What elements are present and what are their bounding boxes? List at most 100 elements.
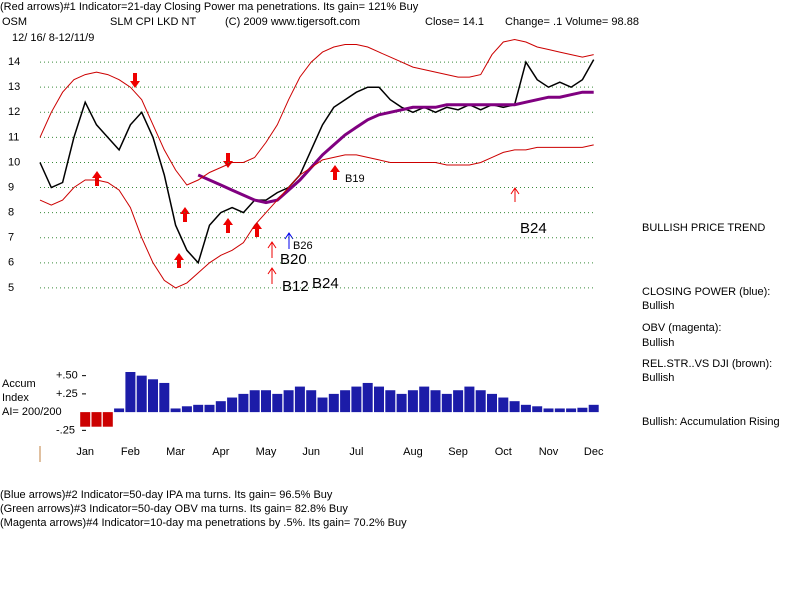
annotation: B24 [520,220,547,237]
bar [328,393,339,413]
bar [407,390,418,413]
bar [374,386,384,413]
bar [554,408,565,413]
x-tick-label: Feb [121,446,140,458]
note: (Blue arrows)#2 Indicator=50-day IPA ma … [0,489,333,501]
bar [306,390,317,413]
bar [532,406,543,413]
note: (Magenta arrows)#4 Indicator=10-day ma p… [0,517,407,529]
bar [136,375,147,413]
bar [159,382,170,413]
bar [419,386,430,413]
side-label: CLOSING POWER (blue): [642,286,770,298]
bar [170,408,181,413]
x-tick-label: Jan [76,446,94,458]
side-label: OBV (magenta): [642,322,721,334]
bar [283,390,294,413]
side-label: BULLISH PRICE TREND [642,222,765,234]
bar [362,382,373,413]
bar [204,404,215,413]
series-line [39,59,595,265]
y-tick-label: 6 [8,257,14,269]
side-label: Bullish [642,337,674,349]
side-label: Bullish [642,372,674,384]
panel-note: AI= 200/200 [2,406,62,418]
header: (Red arrows)#1 Indicator=21-day Closing … [0,1,419,13]
annotation: B19 [345,173,365,185]
series-line [39,144,594,289]
bar [181,406,192,413]
series-line [197,90,594,205]
panel-subtitle: Index [2,392,29,404]
symbol: OSM [2,16,27,28]
y-tick-label: 9 [8,181,14,193]
x-tick-label: Jun [302,446,320,458]
bar [125,372,136,413]
change: Change= .1 Volume= 98.88 [505,16,639,28]
bar [577,407,588,413]
bar [102,412,113,427]
name: SLM CPI LKD NT [110,16,196,28]
y-tick-label: 13 [8,81,20,93]
bar [543,408,554,413]
bar [520,404,531,413]
side-label: Bullish: Accumulation Rising [642,416,780,428]
panel-title: Accum [2,378,36,390]
y-tick-label: +.50 [56,370,78,382]
bar [91,412,102,427]
thin-arrows [267,187,520,284]
side-label: Bullish [642,300,674,312]
y-tick-label: 7 [8,232,14,244]
bar [148,379,158,413]
bar [272,393,283,413]
bar [498,397,509,413]
y-tick-label: 10 [8,156,20,168]
bar [475,390,486,413]
bar [340,390,351,413]
bar [509,401,520,413]
note: (Green arrows)#3 Indicator=50-day OBV ma… [0,503,348,515]
bar [114,408,125,413]
x-tick-label: May [256,446,277,458]
bar [261,390,271,413]
y-tick-label: 12 [8,106,20,118]
bar [193,404,204,413]
bar [487,393,497,413]
bar [238,393,249,413]
bar [317,397,328,413]
x-tick-label: Sep [448,446,468,458]
bar [294,386,305,413]
bar [351,386,362,413]
bar [80,412,91,427]
x-tick-label: Aug [403,446,423,458]
bar [588,404,599,413]
bar [464,386,475,413]
series-line [39,38,594,186]
blue-arrow [284,232,294,249]
x-tick-label: Jul [349,446,363,458]
close: Close= 14.1 [425,16,484,28]
annotation: B12 [282,278,309,295]
x-tick-label: Apr [212,446,229,458]
bar [430,390,441,413]
annotation: B26 [293,240,313,252]
bar [385,390,396,413]
bar [396,393,407,413]
y-tick-label: +.25 [56,388,78,400]
x-tick-label: Mar [166,446,185,458]
side-label: REL.STR..VS DJI (brown): [642,358,772,370]
bar [249,390,260,413]
y-tick-label: 8 [8,207,14,219]
bar [441,393,452,413]
y-tick-label: 14 [8,56,20,68]
x-tick-label: Oct [495,446,512,458]
annotation: B24 [312,275,339,292]
y-tick-label: 5 [8,282,14,294]
dates: 12/ 16/ 8-12/11/9 [12,32,94,44]
y-tick-label: -.25 [56,424,75,436]
x-tick-label: Nov [539,446,559,458]
copyright: (C) 2009 www.tigersoft.com [225,16,360,28]
bar [453,390,464,413]
